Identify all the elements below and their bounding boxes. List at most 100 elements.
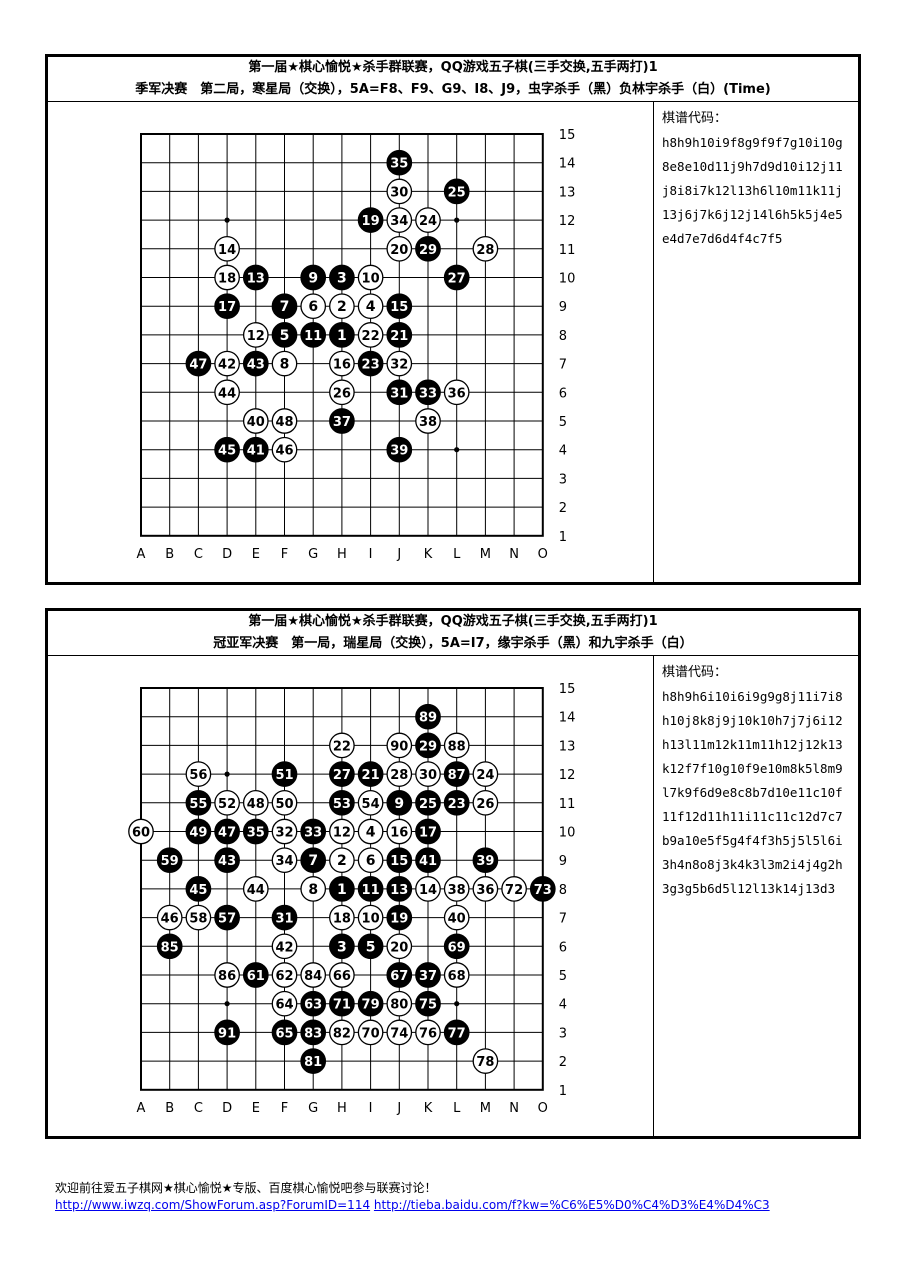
- black-stone: 3: [329, 264, 355, 291]
- white-stone: 86: [214, 962, 240, 988]
- black-stone: 63: [300, 990, 327, 1017]
- move-number: 37: [333, 415, 351, 430]
- move-number: 15: [390, 300, 408, 315]
- game-panel-2: 第一届★棋心愉悦★杀手群联赛，QQ游戏五子棋(三手交换,五手两打)1 冠亚军决赛…: [45, 608, 861, 1139]
- row-label: 2: [559, 501, 567, 516]
- black-stone: 57: [214, 904, 240, 931]
- move-number: 67: [390, 969, 408, 984]
- white-stone: 6: [357, 847, 384, 874]
- black-stone: 11: [300, 322, 327, 348]
- white-stone: 34: [271, 847, 298, 874]
- white-stone: 30: [386, 178, 413, 205]
- row-label: 13: [559, 739, 576, 754]
- black-stone: 69: [443, 933, 470, 960]
- row-label: 6: [559, 940, 567, 955]
- move-number: 46: [275, 444, 293, 459]
- white-stone: 58: [185, 904, 212, 931]
- move-number: 84: [304, 969, 322, 984]
- black-stone: 37: [415, 962, 441, 988]
- row-label: 7: [559, 912, 567, 927]
- move-number: 33: [304, 826, 322, 841]
- white-stone: 74: [386, 1019, 413, 1046]
- black-stone: 23: [443, 789, 470, 816]
- move-number: 54: [362, 797, 380, 812]
- move-number: 77: [448, 1026, 466, 1041]
- move-number: 6: [308, 299, 318, 315]
- move-number: 11: [362, 883, 380, 898]
- code-line: h10j8k8j9j10k10h7j7j6i12: [662, 713, 843, 728]
- white-stone: 64: [271, 990, 298, 1017]
- star-point: [224, 1001, 230, 1007]
- tieba-link[interactable]: http://tieba.baidu.com/f?kw=%C6%E5%D0%C4…: [373, 1198, 770, 1212]
- column-label: N: [509, 1101, 519, 1116]
- white-stone: 42: [214, 350, 240, 377]
- black-stone: 27: [443, 264, 470, 291]
- black-stone: 1: [329, 876, 355, 902]
- move-number: 13: [247, 272, 265, 287]
- footer: 欢迎前往爱五子棋网★棋心愉悦★专版、百度棋心愉悦吧参与联赛讨论！ http://…: [55, 1180, 770, 1214]
- move-number: 32: [275, 826, 293, 841]
- black-stone: 47: [214, 818, 240, 845]
- move-number: 2: [337, 853, 347, 869]
- black-stone: 47: [185, 350, 212, 377]
- white-stone: 2: [329, 293, 355, 320]
- black-stone: 83: [300, 1019, 327, 1046]
- move-number: 31: [390, 386, 408, 401]
- black-stone: 21: [386, 322, 413, 348]
- move-number: 29: [419, 739, 437, 754]
- black-stone: 25: [443, 178, 470, 205]
- white-stone: 50: [271, 789, 298, 816]
- move-number: 35: [390, 157, 408, 172]
- row-label: 4: [559, 444, 567, 459]
- move-number: 35: [247, 826, 265, 841]
- move-number: 78: [476, 1055, 494, 1070]
- move-number: 45: [218, 444, 236, 459]
- column-label: A: [137, 547, 146, 562]
- white-stone: 72: [501, 876, 527, 902]
- move-number: 1: [337, 328, 347, 344]
- white-stone: 70: [357, 1019, 384, 1046]
- black-stone: 65: [271, 1019, 298, 1046]
- black-stone: 39: [386, 436, 413, 463]
- move-number: 6: [366, 853, 376, 869]
- row-label: 5: [559, 969, 567, 984]
- move-number: 23: [362, 358, 380, 373]
- game-record: 棋谱代码： h8h9h10i9f8g9f9f7g10i10g 8e8e10d11…: [654, 102, 858, 251]
- game-record: 棋谱代码： h8h9h6i10i6i9g9g8j11i7i8 h10j8k8j9…: [654, 656, 858, 901]
- move-number: 31: [275, 912, 293, 927]
- move-number: 75: [419, 998, 437, 1013]
- black-stone: 9: [386, 789, 413, 816]
- black-stone: 81: [300, 1048, 327, 1074]
- code-line: 8e8e10d11j9h7d9d10i12j11: [662, 159, 843, 174]
- black-stone: 43: [214, 847, 240, 874]
- move-number: 70: [362, 1026, 380, 1041]
- black-stone: 15: [386, 847, 413, 874]
- move-number: 13: [390, 883, 408, 898]
- black-stone: 29: [415, 235, 441, 262]
- column-label: N: [509, 547, 519, 562]
- white-stone: 14: [214, 235, 240, 262]
- move-number: 26: [476, 797, 494, 812]
- move-number: 83: [304, 1026, 322, 1041]
- column-label: L: [453, 547, 461, 562]
- forum-link[interactable]: http://www.iwzq.com/ShowForum.asp?ForumI…: [55, 1198, 371, 1212]
- black-stone: 51: [271, 761, 298, 787]
- column-label: E: [252, 547, 260, 562]
- code-line: 3h4n8o8j3k4k3l3m2i4j4g2h: [662, 857, 843, 872]
- white-stone: 38: [415, 408, 441, 434]
- row-label: 13: [559, 185, 576, 200]
- code-line: l7k9f6d9e8c8b7d10e11c10f: [662, 785, 843, 800]
- black-stone: 31: [271, 904, 298, 931]
- move-number: 4: [366, 299, 376, 315]
- column-label: I: [369, 547, 373, 562]
- game-header: 第一届★棋心愉悦★杀手群联赛，QQ游戏五子棋(三手交换,五手两打)1 冠亚军决赛…: [48, 611, 858, 656]
- white-stone: 24: [472, 761, 499, 787]
- move-number: 44: [247, 883, 265, 898]
- column-label: J: [396, 547, 401, 562]
- star-point: [454, 447, 460, 453]
- move-number: 46: [161, 912, 179, 927]
- move-number: 14: [218, 243, 236, 258]
- black-stone: 33: [415, 379, 441, 406]
- white-stone: 40: [242, 408, 269, 434]
- column-label: G: [308, 547, 318, 562]
